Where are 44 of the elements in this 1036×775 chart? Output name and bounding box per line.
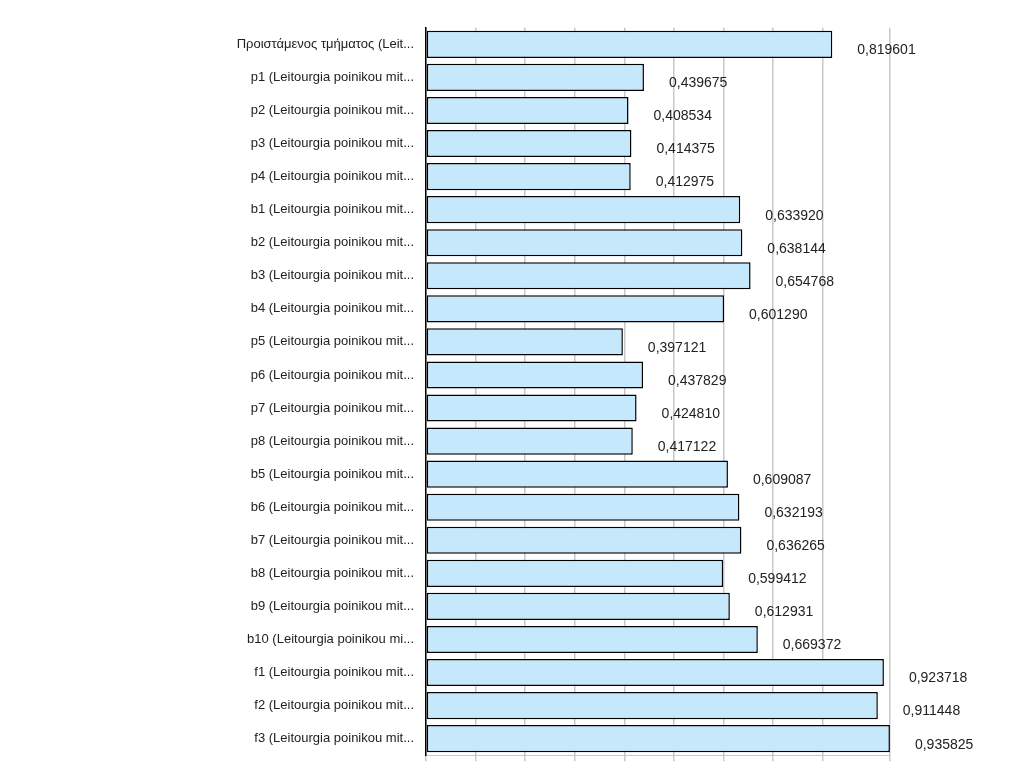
data-label: 0,612931 — [754, 603, 814, 620]
data-label: 0,636265 — [766, 537, 826, 554]
data-label: 0,417122 — [657, 437, 717, 454]
data-label: 0,412975 — [655, 173, 715, 190]
y-tick-label: b1 (Leitourgia poinikou mit... — [250, 201, 414, 217]
y-tick-label: p7 (Leitourgia poinikou mit... — [250, 399, 414, 415]
y-tick-label: f3 (Leitourgia poinikou mit... — [254, 730, 414, 746]
data-label: 0,633920 — [765, 206, 824, 223]
data-label: 0,439675 — [668, 74, 728, 91]
data-label: 0,397121 — [647, 338, 707, 355]
data-label: 0,923718 — [908, 669, 968, 686]
y-tick-label: p5 (Leitourgia poinikou mit... — [250, 333, 414, 349]
data-label: 0,599412 — [748, 570, 807, 587]
data-label: 0,424810 — [661, 404, 721, 421]
y-tick-label: b2 (Leitourgia poinikou mit... — [250, 234, 414, 250]
y-tick-label: b9 (Leitourgia poinikou mit... — [250, 597, 414, 613]
y-tick-label: p1 (Leitourgia poinikou mit... — [250, 68, 414, 84]
data-label: 0,654768 — [775, 272, 835, 289]
y-tick-label: p8 (Leitourgia poinikou mit... — [250, 432, 414, 448]
data-label: 0,408534 — [653, 107, 713, 124]
data-label: 0,911448 — [902, 702, 961, 719]
y-tick-label: b4 (Leitourgia poinikou mit... — [250, 300, 414, 316]
y-tick-label: p4 (Leitourgia poinikou mit... — [250, 168, 414, 184]
y-tick-label: b3 (Leitourgia poinikou mit... — [250, 267, 414, 283]
y-tick-label: p2 (Leitourgia poinikou mit... — [250, 102, 414, 118]
y-tick-label: b10 (Leitourgia poinikou mi... — [247, 631, 414, 647]
data-label: 0,609087 — [752, 471, 812, 488]
data-label: 0,632193 — [764, 504, 823, 521]
y-tick-label: Προιστάμενος τμήματος (Leit... — [236, 35, 414, 51]
y-tick-label: f2 (Leitourgia poinikou mit... — [254, 697, 414, 713]
y-tick-label: p6 (Leitourgia poinikou mit... — [250, 366, 414, 382]
data-label: 0,601290 — [749, 305, 808, 322]
data-label: 0,935825 — [914, 735, 974, 752]
data-label: 0,819601 — [857, 41, 916, 58]
data-label: 0,414375 — [656, 140, 716, 157]
y-tick-label: f1 (Leitourgia poinikou mit... — [254, 664, 414, 680]
data-label: 0,638144 — [767, 239, 826, 256]
data-label: 0,437829 — [668, 371, 727, 388]
data-label: 0,669372 — [782, 636, 842, 653]
y-tick-label: b7 (Leitourgia poinikou mit... — [250, 531, 414, 547]
y-tick-label: b5 (Leitourgia poinikou mit... — [250, 465, 414, 481]
y-tick-label: b8 (Leitourgia poinikou mit... — [250, 564, 414, 580]
y-tick-label: p3 (Leitourgia poinikou mit... — [250, 135, 414, 151]
y-tick-label: b6 (Leitourgia poinikou mit... — [250, 498, 414, 514]
